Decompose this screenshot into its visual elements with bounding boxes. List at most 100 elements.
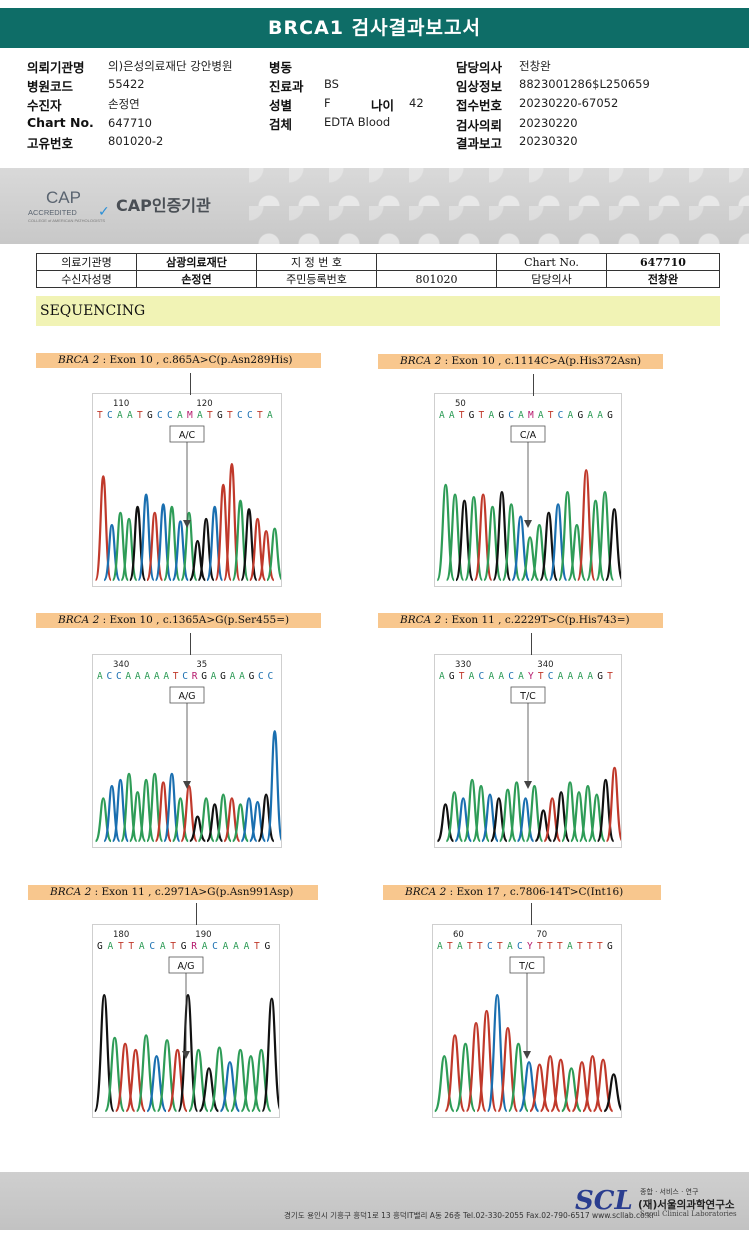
cap-accredited-text: ACCREDITED: [28, 208, 77, 217]
base-letter: A: [223, 941, 229, 952]
trace-peak: [261, 997, 279, 1113]
base-letter: T: [97, 410, 103, 421]
info-label: 병동: [269, 60, 293, 75]
trace-peak: [177, 993, 199, 1113]
sequencing-header: SEQUENCING: [36, 296, 720, 326]
base-letter: G: [498, 410, 504, 421]
base-letter: C: [247, 410, 253, 421]
info-value: 55422: [108, 77, 145, 91]
base-letter: T: [227, 410, 233, 421]
base-letter: T: [459, 410, 465, 421]
base-letter: T: [479, 410, 485, 421]
base-letter: A: [163, 671, 169, 682]
base-letter: T: [137, 410, 143, 421]
cloud-pattern-decoration: [249, 168, 749, 244]
info-value: 8823001286$L250659: [519, 77, 650, 91]
base-letter: G: [181, 941, 187, 952]
base-letter: A: [597, 410, 603, 421]
base-letter: G: [97, 941, 103, 952]
table-cell: 의료기관명: [36, 253, 137, 271]
base-letter: R: [192, 671, 198, 682]
variant-text: : Exon 11 , c.2229T>C(p.His743=): [441, 614, 630, 626]
report-title: BRCA1 검사결과보고서: [0, 8, 749, 48]
base-letter: T: [467, 941, 473, 952]
trace-peak: [604, 508, 621, 582]
chromatogram: 340 35 A C C A A A A A T C R G A G A A G C C A/G: [92, 654, 282, 848]
gene-name: BRCA 2: [405, 886, 447, 898]
table-cell: 801020: [376, 270, 497, 288]
chromatogram: 110 120 T C A A T G C C A M A T G T C C T A A/C: [92, 393, 282, 587]
variant-text: : Exon 11 , c.2971A>G(p.Asn991Asp): [91, 886, 294, 898]
info-label: 진료과: [269, 79, 304, 94]
base-letter: C: [116, 671, 122, 682]
base-letter: A: [97, 671, 103, 682]
variant-text: : Exon 17 , c.7806-14T>C(Int16): [446, 886, 624, 898]
chromatogram-svg: 50A A T G T A G C A M A T C A G A A GC/A: [436, 399, 621, 582]
info-label: 결과보고: [456, 136, 503, 151]
position-label: 190: [195, 930, 211, 940]
scl-name: (재)서울의과학연구소: [638, 1199, 735, 1211]
info-value: F: [324, 96, 331, 110]
info-label: 접수번호: [456, 98, 503, 113]
gene-name: BRCA 2: [58, 354, 100, 366]
base-letter: C: [106, 671, 112, 682]
base-letter: T: [597, 941, 603, 952]
base-letter: A: [117, 410, 123, 421]
base-letter: R: [191, 941, 197, 952]
base-letter: A: [230, 671, 236, 682]
info-label: 담당의사: [456, 60, 503, 75]
gene-name: BRCA 2: [50, 886, 92, 898]
call-arrow-icon: [183, 781, 191, 789]
base-letter: A: [439, 410, 445, 421]
variant-label: BRCA 2 : Exon 10 , c.1114C>A(p.His372Asn…: [378, 354, 663, 369]
base-letter: A: [568, 671, 574, 682]
base-letter: G: [469, 410, 475, 421]
table-cell: 647710: [606, 253, 720, 271]
call-arrow-icon: [523, 1051, 531, 1059]
chromatogram: 50 A A T G T A G C A M A T C A G A A G C/A: [434, 393, 622, 587]
pointer-arrow-icon: [196, 903, 197, 925]
variant-label: BRCA 2 : Exon 17 , c.7806-14T>C(Int16): [383, 885, 661, 900]
base-letter: A: [518, 671, 524, 682]
base-letter: T: [173, 671, 179, 682]
base-letter: C: [237, 410, 243, 421]
gene-name: BRCA 2: [400, 355, 442, 367]
variant-label: BRCA 2 : Exon 10 , c.865A>C(p.Asn289His): [36, 353, 321, 368]
trace-peak: [605, 766, 621, 843]
base-letter: T: [547, 941, 553, 952]
base-letter: T: [459, 671, 465, 682]
info-label: 수진자: [27, 98, 62, 113]
cap-logo-word: CAP: [46, 188, 81, 207]
genotype-call: A/C: [179, 430, 196, 441]
trace-peak: [257, 793, 275, 843]
variant-label: BRCA 2 : Exon 11 , c.2971A>G(p.Asn991Asp…: [28, 885, 318, 900]
base-letter: G: [217, 410, 223, 421]
call-arrow-icon: [182, 1051, 190, 1059]
base-letter: A: [488, 410, 494, 421]
genotype-call: T/C: [518, 961, 535, 972]
base-letter: A: [449, 410, 455, 421]
info-value: 20230220-67052: [519, 96, 619, 110]
base-letter: T: [207, 410, 213, 421]
variant-label: BRCA 2 : Exon 11 , c.2229T>C(p.His743=): [378, 613, 663, 628]
info-label: 성별: [269, 98, 293, 113]
cap-logo: CAP ACCREDITED COLLEGE of AMERICAN PATHO…: [28, 188, 112, 226]
patient-table: 의료기관명 삼광의료재단 지 정 번 호 Chart No. 647710 수신…: [36, 253, 720, 288]
base-letter: A: [202, 941, 208, 952]
base-letter: T: [538, 671, 544, 682]
base-letter: A: [233, 941, 239, 952]
base-letter: Y: [527, 941, 533, 952]
table-cell: [376, 253, 497, 271]
trace-peak: [167, 1048, 189, 1113]
check-icon: ✓: [98, 204, 110, 220]
base-letter: T: [477, 941, 483, 952]
position-label: 120: [196, 399, 212, 409]
base-letter: A: [567, 941, 573, 952]
base-letter: G: [265, 941, 271, 952]
base-letter: T: [587, 941, 593, 952]
info-label: 검체: [269, 117, 293, 132]
info-value: BS: [324, 77, 339, 91]
position-label: 330: [455, 660, 471, 670]
base-letter: G: [449, 671, 455, 682]
